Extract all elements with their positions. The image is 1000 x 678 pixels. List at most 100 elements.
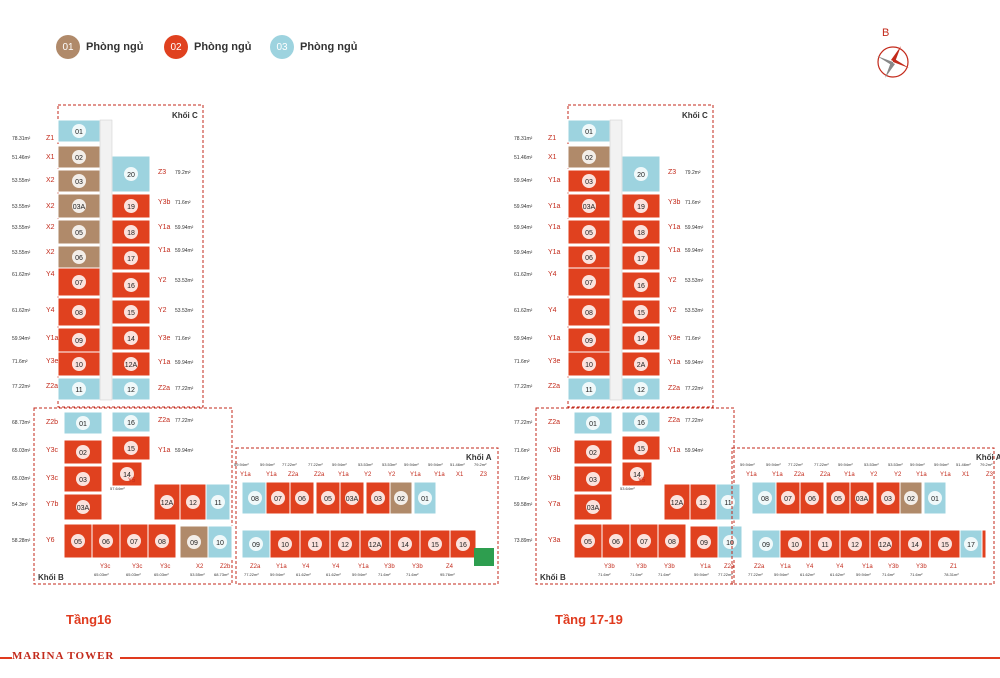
core-corridor [99, 119, 113, 401]
unit-area: 59.94m² [838, 462, 853, 467]
block-c-label: Khối C [682, 111, 708, 120]
unit-badge [582, 150, 596, 164]
unit-number: 06 [298, 496, 306, 503]
unit-block [621, 155, 661, 193]
unit-type: Y3b [888, 564, 899, 570]
unit-badge [160, 495, 174, 509]
unit-area: 78.31m² [12, 136, 31, 142]
unit-type: X2 [46, 203, 55, 210]
unit-number: 01 [931, 496, 939, 503]
unit-badge [72, 174, 86, 188]
unit-area: 77.22m² [514, 384, 533, 390]
unit-area: 53.55m² [12, 178, 31, 184]
unit-number: 12A [671, 500, 684, 507]
unit-badge [155, 534, 169, 548]
unit-number: 05 [75, 230, 83, 237]
unit-type: Z2a [724, 564, 735, 570]
unit-type: Y4 [46, 307, 55, 314]
unit-badge [72, 225, 86, 239]
unit-badge [697, 535, 711, 549]
unit-number: 07 [784, 496, 792, 503]
unit-block [57, 297, 101, 327]
unit-badge [634, 441, 648, 455]
unit-area: 53.53m² [685, 308, 704, 314]
block-a-label: Khối A [976, 453, 1000, 462]
unit-badge [428, 537, 442, 551]
unit-type: Y1a [158, 247, 171, 254]
unit-number: 02 [585, 155, 593, 162]
green-area [474, 548, 494, 566]
unit-type: Y4 [836, 564, 844, 570]
unit-badge [938, 537, 952, 551]
unit-badge [964, 537, 978, 551]
unit-number: 16 [459, 542, 467, 549]
unit-area: 77.22m² [244, 572, 259, 577]
unit-area: 53.55m² [12, 225, 31, 231]
unit-area: 68.73m² [214, 572, 229, 577]
unit-badge [371, 491, 385, 505]
unit-type: Y2 [158, 277, 167, 284]
unit-type: X2 [46, 224, 55, 231]
unit-badge [634, 225, 648, 239]
unit-badge [665, 534, 679, 548]
unit-number: 07 [75, 280, 83, 287]
unit-number: 03A [856, 496, 869, 503]
unit-type: Y1a [240, 472, 251, 478]
unit-area: 77.22m² [12, 384, 31, 390]
unit-badge [124, 357, 138, 371]
unit-badge [368, 537, 382, 551]
unit-number: 06 [102, 539, 110, 546]
unit-type: Z2a [288, 472, 299, 478]
unit-badge [818, 537, 832, 551]
unit-badge [848, 537, 862, 551]
unit-badge [72, 124, 86, 138]
unit-badge [586, 500, 600, 514]
unit-badge [609, 534, 623, 548]
unit-badge [904, 491, 918, 505]
unit-number: 16 [637, 420, 645, 427]
unit-badge [124, 382, 138, 396]
unit-badge [295, 491, 309, 505]
unit-badge [634, 331, 648, 345]
unit-area: 65.03m² [154, 572, 169, 577]
unit-area: 61.62m² [514, 308, 533, 314]
unit-area: 59.94m² [856, 572, 871, 577]
unit-number: 05 [585, 230, 593, 237]
unit-number: 02 [79, 450, 87, 457]
unit-number: 17 [127, 256, 135, 263]
unit-type: X2 [196, 564, 204, 570]
block-b-label: Khối B [540, 573, 566, 582]
unit-number: 06 [75, 255, 83, 262]
unit-type: Z2a [250, 564, 261, 570]
unit-number: 03 [585, 179, 593, 186]
unit-type: Y5 [128, 478, 136, 484]
unit-number: 05 [834, 496, 842, 503]
unit-number: 15 [431, 542, 439, 549]
unit-area: 59.94m² [514, 336, 533, 342]
core-corridor [609, 119, 623, 401]
unit-badge [76, 472, 90, 486]
unit-type: Z2a [668, 417, 680, 424]
unit-number: 12 [127, 387, 135, 394]
unit-type: Y3b [636, 564, 647, 570]
unit-area: 59.94m² [175, 360, 194, 366]
unit-badge [345, 491, 359, 505]
unit-number: 11 [75, 387, 82, 394]
unit-area: 59.94m² [234, 462, 249, 467]
unit-type: Y6 [46, 537, 55, 544]
unit-type: Z2a [754, 564, 765, 570]
unit-area: 71.6m² [175, 200, 191, 206]
unit-area: 71.6m² [882, 572, 895, 577]
unit-block [289, 481, 315, 515]
unit-number: 02 [589, 450, 597, 457]
unit-badge [581, 534, 595, 548]
unit-badge [127, 534, 141, 548]
unit-area: 51.46m² [450, 462, 465, 467]
unit-type: Y3b [668, 199, 681, 206]
unit-area: 59.94m² [332, 462, 347, 467]
unit-area: 77.22m² [685, 386, 704, 392]
unit-type: Y2 [668, 307, 677, 314]
unit-type: Z2a [158, 385, 170, 392]
unit-area: 59.94m² [175, 248, 194, 254]
unit-type: Y1a [780, 564, 791, 570]
